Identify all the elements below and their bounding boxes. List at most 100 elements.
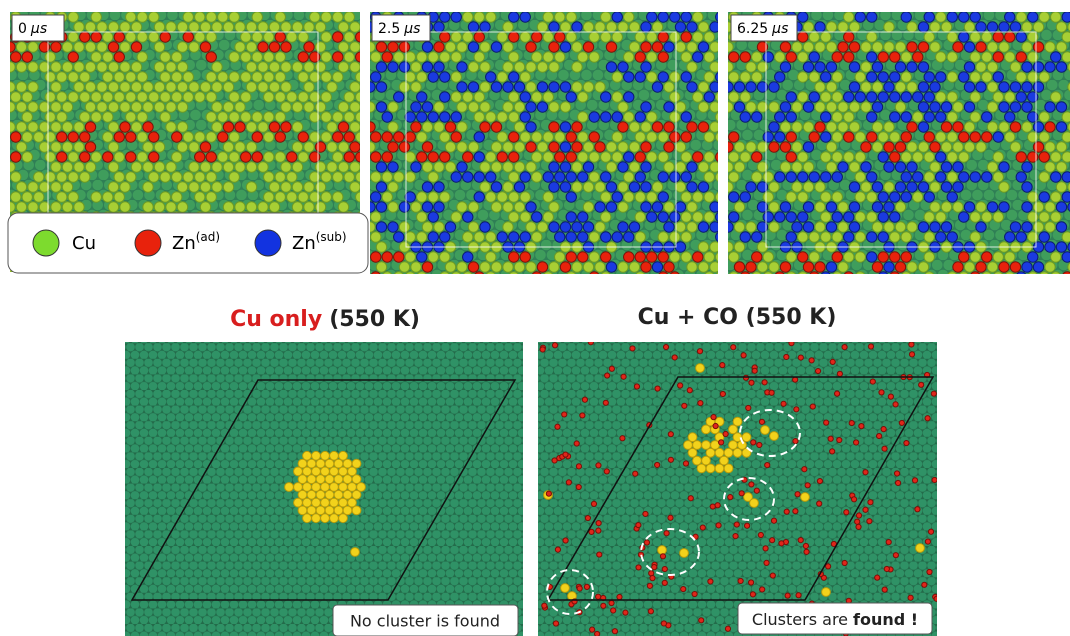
atom [931,391,936,396]
atom [930,202,940,212]
atom [549,62,559,72]
atom [670,112,680,122]
atom [34,192,44,202]
atom [520,72,530,82]
atom [576,484,581,489]
atom [11,172,21,182]
atom [798,232,808,242]
atom [872,142,882,152]
atom [982,272,992,282]
atom [605,373,610,378]
atom [763,192,773,202]
atom [388,162,398,172]
atom [664,262,674,272]
atom [315,162,325,172]
atom [670,32,680,42]
atom [710,242,720,252]
atom [803,62,813,72]
atom [350,102,360,112]
atom [803,543,808,548]
atom [356,112,366,122]
atom [930,42,940,52]
atom [137,32,147,42]
atom [612,152,622,162]
atom [388,62,398,72]
caption: No cluster is found [350,612,500,631]
atom [588,340,593,345]
atom [739,491,744,496]
atom [85,82,95,92]
atom [635,272,645,282]
atom [1010,122,1020,132]
atom [792,222,802,232]
atom [624,152,634,162]
atom [884,142,894,152]
atom [143,162,153,172]
atom [826,122,836,132]
atom [189,182,199,192]
lattice [538,342,937,636]
atom [560,42,570,52]
atom [606,182,616,192]
atom [970,12,980,22]
atom [497,232,507,242]
atom [606,142,616,152]
atom [561,584,570,593]
atom [890,152,900,162]
atom [149,12,159,22]
atom [867,519,872,524]
atom [815,262,825,272]
atom [612,629,617,634]
atom [849,162,859,172]
atom [154,42,164,52]
atom [769,202,779,212]
atom [698,222,708,232]
atom [422,102,432,112]
atom [687,222,697,232]
atom [664,202,674,212]
atom [953,122,963,132]
atom [1033,222,1043,232]
atom [486,72,496,82]
atom [126,12,136,22]
atom [746,262,756,272]
atom [68,152,78,162]
atom [440,12,450,22]
atom [357,483,366,492]
atom [832,112,842,122]
atom [729,52,739,62]
atom [821,132,831,142]
atom [417,92,427,102]
atom [821,32,831,42]
atom [798,272,808,282]
atom [80,112,90,122]
atom [543,212,553,222]
atom [200,142,210,152]
atom [160,52,170,62]
atom [394,232,404,242]
atom [658,152,668,162]
atom [786,132,796,142]
atom [445,162,455,172]
atom [298,92,308,102]
atom [729,441,738,450]
atom [618,182,628,192]
atom [440,72,450,82]
atom [1039,192,1049,202]
atom [624,112,634,122]
atom [321,32,331,42]
atom [172,92,182,102]
atom [417,232,427,242]
atom [798,32,808,42]
atom [655,386,660,391]
atom [126,92,136,102]
atom [275,52,285,62]
atom [623,610,628,615]
atom [22,52,32,62]
atom [468,42,478,52]
atom [514,142,524,152]
atom [724,464,733,473]
atom [1033,122,1043,132]
atom [321,132,331,142]
atom [325,459,334,468]
